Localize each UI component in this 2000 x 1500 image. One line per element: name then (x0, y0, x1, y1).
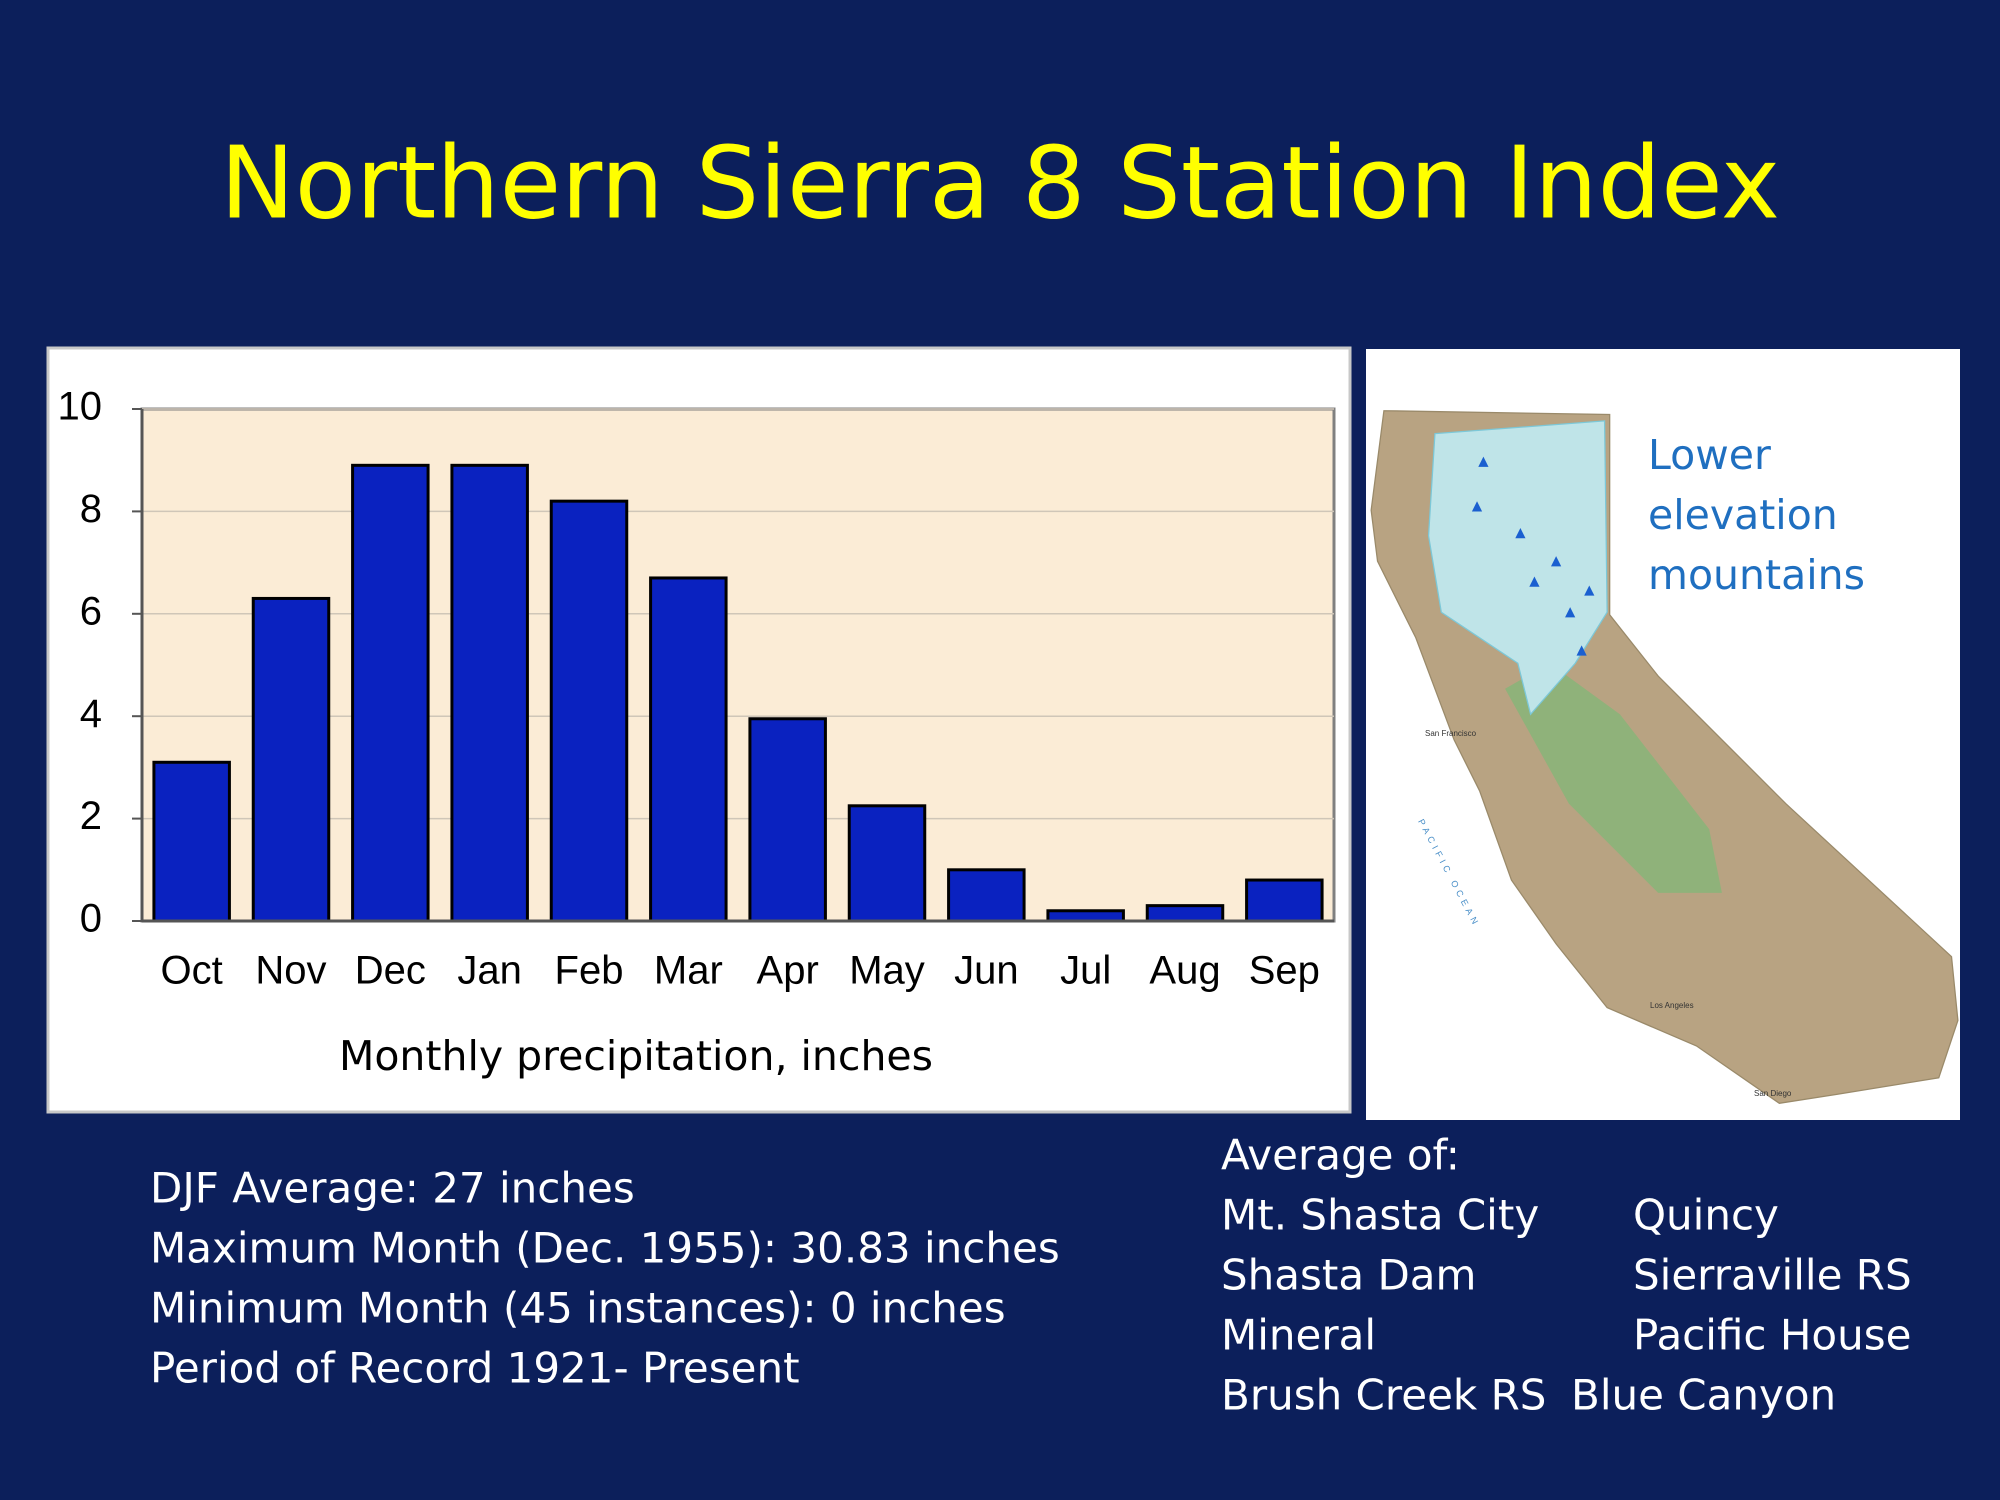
map-place: San Diego (1754, 1089, 1792, 1098)
x-tick-label: Sep (1249, 949, 1320, 993)
station: Mt. Shasta City (1221, 1191, 1539, 1240)
station: Blue Canyon (1571, 1371, 1836, 1420)
x-tick-label: Apr (757, 949, 819, 993)
y-tick-label: 4 (80, 692, 102, 736)
x-tick-label: Jan (457, 949, 522, 993)
x-tick-label: Dec (355, 949, 426, 993)
bar (1245, 878, 1324, 923)
map-place: San Francisco (1425, 729, 1477, 738)
y-tick-label: 2 (80, 794, 102, 838)
bar (847, 804, 927, 923)
map-label-line: elevation (1648, 491, 1838, 539)
slide-title: Northern Sierra 8 Station Index (220, 124, 1780, 241)
bar (251, 596, 331, 923)
note: Maximum Month (Dec. 1955): 30.83 inches (150, 1224, 1060, 1273)
x-tick-label: Jun (954, 949, 1019, 993)
x-tick-label: Nov (255, 949, 326, 993)
y-tick-label: 10 (58, 385, 103, 429)
note: Period of Record 1921- Present (150, 1344, 800, 1393)
bar (1145, 904, 1225, 923)
x-tick-label: Feb (555, 949, 624, 993)
map (1370, 410, 1959, 1104)
y-tick-label: 8 (80, 487, 102, 531)
x-tick-label: Jul (1060, 949, 1111, 993)
bar (549, 499, 629, 923)
bar (748, 717, 827, 923)
station: Sierraville RS (1633, 1251, 1912, 1300)
central-valley (1505, 663, 1722, 893)
notes: DJF Average: 27 inches Maximum Month (De… (150, 1164, 1060, 1393)
station: Brush Creek RS (1221, 1371, 1546, 1420)
station: Pacific House (1633, 1311, 1911, 1360)
note: Minimum Month (45 instances): 0 inches (150, 1284, 1006, 1333)
y-tick-label: 6 (80, 589, 102, 633)
station: Quincy (1633, 1191, 1779, 1240)
map-label-line: mountains (1648, 551, 1865, 599)
map-label: Lower elevation mountains (1648, 431, 1865, 599)
station: Shasta Dam (1221, 1251, 1476, 1300)
bar (649, 576, 728, 923)
bar (351, 463, 430, 923)
x-axis-title: Monthly precipitation, inches (339, 1032, 933, 1080)
map-place: Los Angeles (1650, 1001, 1694, 1010)
x-tick-label: Aug (1149, 949, 1220, 993)
map-label-line: Lower (1648, 431, 1771, 479)
bar (450, 463, 529, 923)
station-markers (1471, 456, 1595, 656)
note: DJF Average: 27 inches (150, 1164, 635, 1213)
x-tick-label: Oct (161, 949, 223, 993)
bar (152, 760, 231, 923)
bar (947, 868, 1026, 923)
station: Mineral (1221, 1311, 1376, 1360)
stations-heading: Average of: (1221, 1131, 1460, 1180)
bar (1046, 909, 1125, 923)
x-tick-label: May (849, 949, 925, 993)
stations: Average of: Mt. Shasta City Quincy Shast… (1221, 1131, 1912, 1420)
y-tick-label: 0 (80, 897, 102, 941)
x-tick-label: Mar (654, 949, 723, 993)
watershed (1427, 420, 1608, 716)
